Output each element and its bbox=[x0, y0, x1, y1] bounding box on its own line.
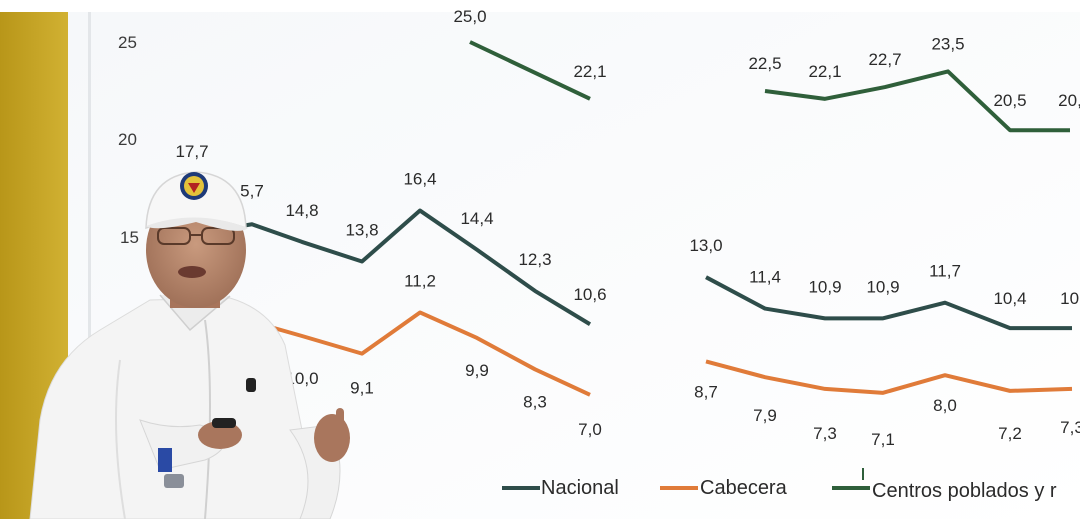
y-tick-20: 20 bbox=[118, 130, 137, 149]
data-label-nacional_right-6: 10, bbox=[1060, 289, 1080, 308]
line-nacional_right bbox=[705, 275, 1072, 331]
data-label-cabecera_right-4: 8,0 bbox=[933, 396, 957, 415]
data-label-centros_left-1: 22,1 bbox=[573, 62, 606, 81]
data-label-cabecera_left-2: 11,2 bbox=[404, 271, 436, 290]
data-label-nacional_right-1: 11,4 bbox=[749, 268, 781, 287]
data-label-centros_right-3: 23,5 bbox=[931, 34, 964, 53]
data-label-nacional_left-6: 12,3 bbox=[518, 250, 551, 269]
mouth bbox=[178, 266, 206, 278]
data-label-nacional_left-3: 13,8 bbox=[345, 221, 378, 240]
data-label-nacional_left-1: 5,7 bbox=[240, 181, 264, 200]
data-label-cabecera_right-5: 7,2 bbox=[998, 424, 1022, 443]
shirt-fold-2 bbox=[115, 359, 126, 519]
data-label-nacional_left-0: 17,7 bbox=[175, 142, 208, 161]
legend-label-cabecera: Cabecera bbox=[700, 477, 788, 499]
data-label-nacional_left-5: 14,4 bbox=[460, 209, 493, 228]
data-label-nacional_right-0: 13,0 bbox=[689, 236, 722, 255]
data-label-cabecera_right-3: 7,1 bbox=[871, 430, 895, 449]
legend: Nacional Cabecera Centros poblados y r bbox=[502, 468, 1057, 502]
line-cabecera_left bbox=[239, 310, 591, 397]
right-hand bbox=[314, 414, 350, 462]
line-nacional_left bbox=[239, 208, 592, 326]
data-label-centros_right-2: 22,7 bbox=[868, 50, 901, 69]
speaker-figure bbox=[29, 171, 350, 519]
wristwatch bbox=[164, 474, 184, 488]
shirt-fold bbox=[204, 319, 211, 519]
data-labels-layer: 25,0 22,1 22,5 22,1 22,7 23,5 20,5 20, 17,7 5,7 14… bbox=[175, 7, 1080, 449]
wristband bbox=[158, 448, 172, 472]
data-label-nacional_right-4: 11,7 bbox=[929, 262, 961, 281]
data-label-cabecera_left-4: 8,3 bbox=[523, 392, 547, 411]
data-label-nacional_right-5: 10,4 bbox=[993, 289, 1026, 308]
data-label-nacional_left-2: 14,8 bbox=[285, 201, 318, 220]
cap-brim bbox=[146, 217, 248, 231]
screen-frame-top bbox=[0, 0, 1080, 12]
data-label-nacional_left-7: 10,6 bbox=[573, 285, 606, 304]
data-label-cabecera_right-6: 7,3 bbox=[1060, 418, 1080, 437]
data-label-centros_right-5: 20, bbox=[1058, 91, 1080, 110]
line-centros_right bbox=[764, 69, 1070, 133]
legend-label-nacional: Nacional bbox=[541, 477, 619, 499]
y-tick-15: 15 bbox=[120, 228, 139, 247]
series-layer bbox=[239, 40, 1073, 397]
line-centros_left bbox=[469, 40, 591, 101]
data-label-centros_right-0: 22,5 bbox=[748, 54, 781, 73]
data-label-cabecera_left-1: 9,1 bbox=[350, 379, 374, 398]
data-label-centros_right-1: 22,1 bbox=[808, 62, 841, 81]
data-label-nacional_right-3: 10,9 bbox=[866, 277, 899, 296]
shield-emblem-icon bbox=[180, 172, 208, 200]
data-label-cabecera_left-5: 7,0 bbox=[578, 420, 602, 439]
data-label-nacional_left-4: 16,4 bbox=[403, 170, 436, 189]
lapel-microphone bbox=[246, 378, 256, 392]
data-label-cabecera_left-3: 9,9 bbox=[465, 361, 489, 380]
data-label-centros_right-4: 20,5 bbox=[993, 91, 1026, 110]
presentation-clicker bbox=[212, 418, 236, 428]
white-shirt bbox=[29, 297, 321, 519]
screen-inner-border bbox=[88, 12, 91, 342]
line-cabecera_right bbox=[705, 359, 1073, 395]
legend-label-centros: Centros poblados y r bbox=[872, 480, 1057, 502]
data-label-cabecera_left-0: 10,0 bbox=[285, 369, 318, 388]
data-label-centros_left-0: 25,0 bbox=[453, 7, 486, 26]
data-label-nacional_right-2: 10,9 bbox=[808, 277, 841, 296]
data-label-cabecera_right-2: 7,3 bbox=[813, 424, 837, 443]
data-label-cabecera_right-0: 8,7 bbox=[694, 382, 718, 401]
y-tick-25: 25 bbox=[118, 33, 137, 52]
data-label-cabecera_right-1: 7,9 bbox=[753, 406, 777, 425]
right-finger bbox=[336, 408, 344, 432]
